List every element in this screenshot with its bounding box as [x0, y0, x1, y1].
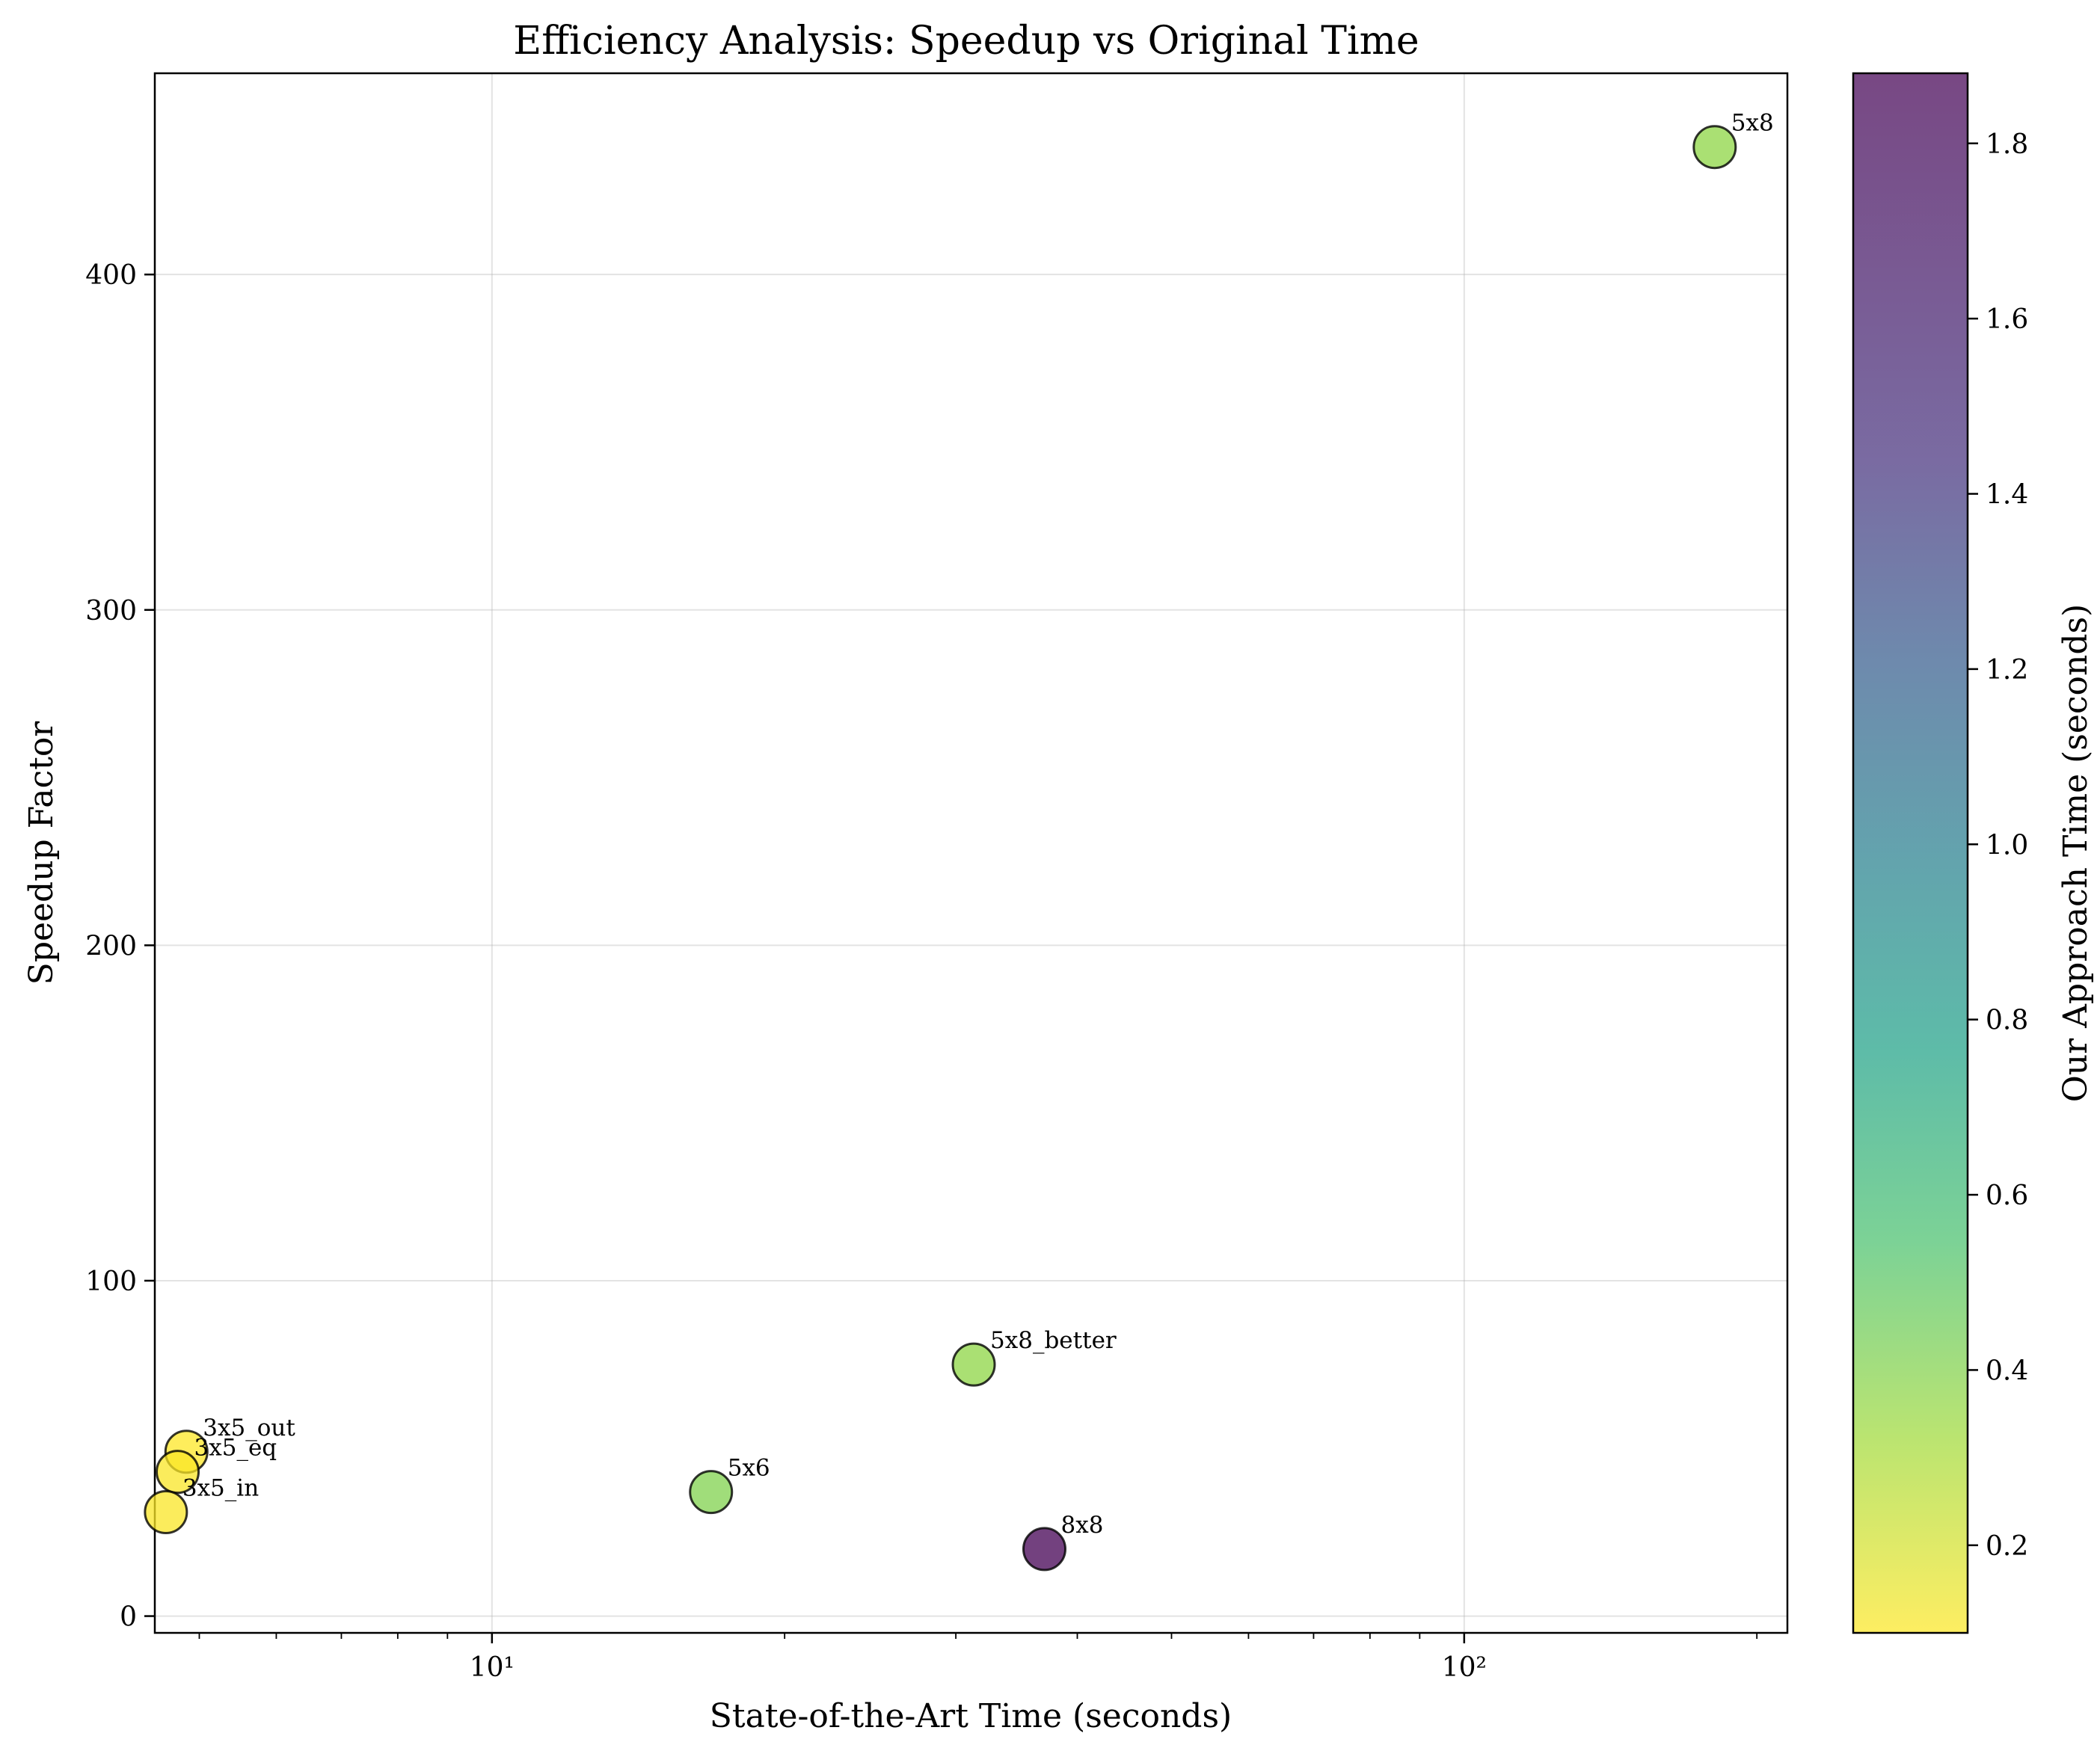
point-label-5x8: 5x8: [1731, 110, 1774, 137]
point-label-3x5_in: 3x5_in: [182, 1475, 259, 1502]
y-axis-label: Speedup Factor: [22, 721, 61, 985]
chart-title: Efficiency Analysis: Speedup vs Original…: [513, 19, 1419, 64]
x-tick-label: 10²: [1442, 1652, 1487, 1683]
colorbar-tick-label: 1.4: [1986, 480, 2028, 511]
point-label-3x5_eq: 3x5_eq: [194, 1435, 277, 1462]
x-axis: 10¹ 10²: [198, 1633, 1758, 1683]
colorbar-ticks: 0.2 0.4 0.6 0.8 1.0 1.2 1.4 1.6 1.8: [1968, 129, 2028, 1562]
y-tick-label: 200: [85, 931, 137, 961]
plot-area-frame: [153, 72, 1789, 1634]
y-tick-label: 300: [85, 596, 137, 627]
colorbar-tick-label: 0.8: [1986, 1006, 2028, 1036]
point-label-5x8_better: 5x8_better: [990, 1327, 1117, 1354]
colorbar-tick-label: 1.0: [1986, 830, 2028, 861]
point-label-5x6: 5x6: [728, 1455, 770, 1482]
data-point-5x8_better: [951, 1342, 996, 1387]
x-axis-label: State-of-the-Art Time (seconds): [710, 1697, 1232, 1735]
grid-lines: [155, 73, 1787, 1633]
colorbar-tick-label: 0.2: [1986, 1531, 2028, 1562]
data-point-5x6: [689, 1470, 734, 1515]
colorbar-tick-label: 1.2: [1986, 655, 2028, 686]
y-tick-label: 0: [120, 1602, 137, 1633]
data-point-3x5_eq: [156, 1450, 200, 1495]
colorbar-tick-label: 1.8: [1986, 129, 2028, 160]
data-point-5x8: [1692, 125, 1737, 170]
colorbar: [1852, 72, 1969, 1634]
data-point-3x5_in: [144, 1490, 188, 1535]
point-label-8x8: 8x8: [1060, 1512, 1103, 1539]
y-tick-label: 100: [85, 1267, 137, 1297]
data-point-8x8: [1022, 1527, 1066, 1572]
colorbar-tick-label: 0.6: [1986, 1181, 2028, 1211]
point-label-3x5_out: 3x5_out: [203, 1415, 295, 1441]
colorbar-tick-label: 1.6: [1986, 304, 2028, 335]
colorbar-tick-label: 0.4: [1986, 1355, 2028, 1386]
y-tick-label: 400: [85, 260, 137, 291]
x-tick-label: 10¹: [470, 1652, 515, 1683]
colorbar-label: Our Approach Time (seconds): [2057, 604, 2095, 1103]
y-axis: 0 100 200 300 400: [85, 260, 155, 1633]
